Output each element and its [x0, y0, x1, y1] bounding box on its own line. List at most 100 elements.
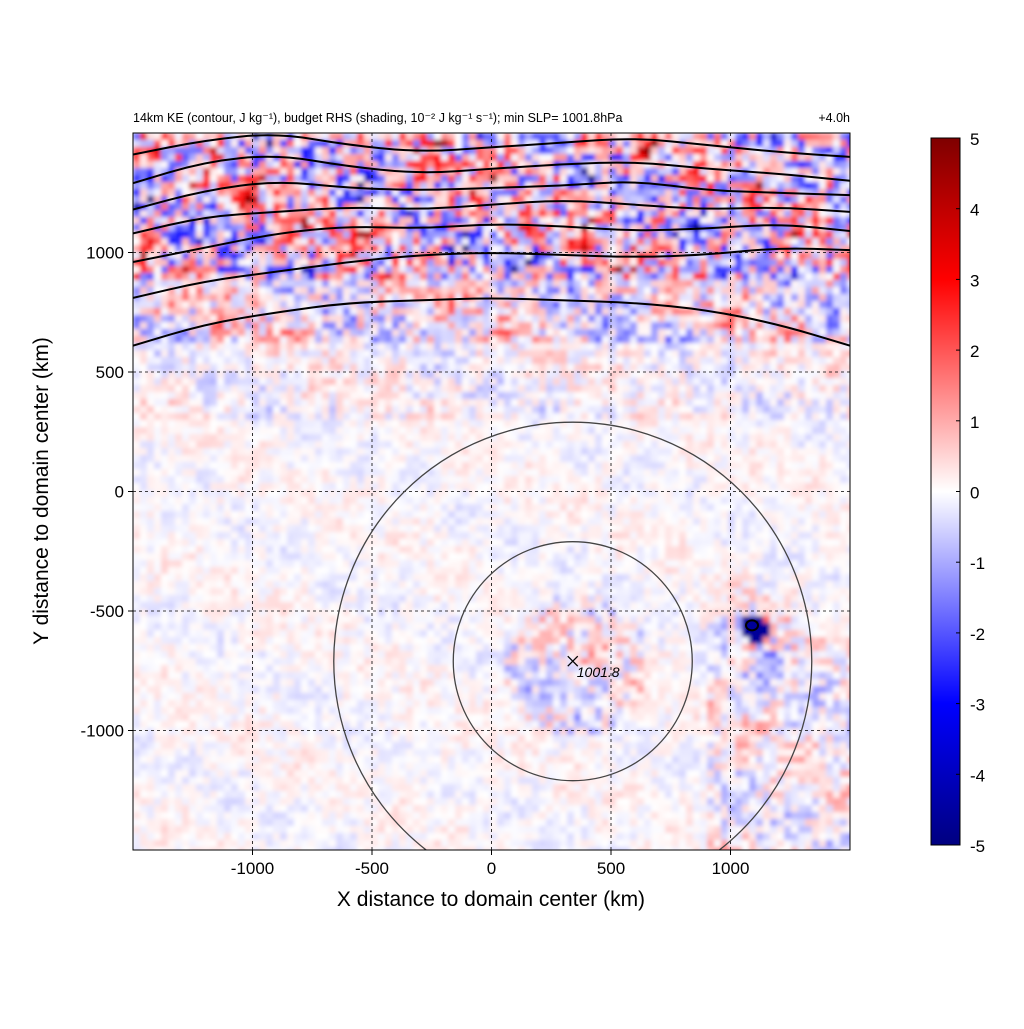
shading-cell: [546, 343, 554, 351]
shading-cell: [728, 301, 736, 309]
shading-cell: [560, 217, 568, 225]
shading-cell: [133, 147, 141, 155]
shading-cell: [294, 280, 302, 288]
shading-cell: [574, 266, 582, 274]
shading-cell: [217, 210, 225, 218]
shading-cell: [406, 392, 414, 400]
shading-cell: [322, 343, 330, 351]
shading-cell: [287, 441, 295, 449]
shading-cell: [812, 210, 820, 218]
shading-cell: [371, 357, 379, 365]
shading-cell: [406, 280, 414, 288]
shading-cell: [686, 385, 694, 393]
shading-cell: [448, 161, 456, 169]
shading-cell: [539, 308, 547, 316]
shading-cell: [791, 329, 799, 337]
shading-cell: [707, 392, 715, 400]
shading-cell: [350, 217, 358, 225]
shading-cell: [553, 294, 561, 302]
shading-cell: [511, 259, 519, 267]
shading-cell: [763, 266, 771, 274]
shading-cell: [483, 343, 491, 351]
shading-cell: [273, 273, 281, 281]
shading-cell: [385, 287, 393, 295]
shading-cell: [399, 287, 407, 295]
shading-cell: [490, 287, 498, 295]
shading-cell: [462, 147, 470, 155]
shading-cell: [511, 273, 519, 281]
shading-cell: [252, 385, 260, 393]
shading-cell: [700, 357, 708, 365]
shading-cell: [532, 315, 540, 323]
shading-cell: [574, 287, 582, 295]
shading-cell: [749, 350, 757, 358]
shading-cell: [728, 343, 736, 351]
shading-cell: [154, 336, 162, 344]
shading-cell: [476, 175, 484, 183]
shading-cell: [686, 315, 694, 323]
shading-cell: [616, 357, 624, 365]
shading-cell: [147, 140, 155, 148]
shading-cell: [616, 378, 624, 386]
shading-cell: [679, 364, 687, 372]
shading-cell: [728, 133, 736, 141]
shading-cell: [504, 217, 512, 225]
shading-cell: [217, 301, 225, 309]
shading-cell: [245, 280, 253, 288]
shading-cell: [595, 427, 603, 435]
shading-cell: [819, 196, 827, 204]
shading-cell: [609, 329, 617, 337]
shading-cell: [609, 182, 617, 190]
shading-cell: [770, 301, 778, 309]
shading-cell: [546, 441, 554, 449]
shading-cell: [840, 448, 848, 456]
shading-cell: [798, 385, 806, 393]
shading-cell: [735, 231, 743, 239]
shading-cell: [672, 462, 680, 470]
shading-cell: [742, 266, 750, 274]
shading-cell: [203, 203, 211, 211]
shading-cell: [728, 462, 736, 470]
shading-cell: [770, 252, 778, 260]
shading-cell: [728, 245, 736, 253]
shading-cell: [616, 420, 624, 428]
shading-cell: [714, 280, 722, 288]
shading-cell: [728, 385, 736, 393]
shading-cell: [273, 294, 281, 302]
shading-cell: [343, 301, 351, 309]
shading-cell: [623, 392, 631, 400]
shading-cell: [644, 140, 652, 148]
shading-cell: [420, 245, 428, 253]
shading-cell: [721, 252, 729, 260]
shading-cell: [616, 371, 624, 379]
shading-cell: [224, 427, 232, 435]
shading-cell: [840, 224, 848, 232]
shading-cell: [308, 329, 316, 337]
shading-cell: [294, 245, 302, 253]
shading-cell: [700, 413, 708, 421]
shading-cell: [322, 336, 330, 344]
shading-cell: [504, 448, 512, 456]
shading-cell: [826, 420, 834, 428]
shading-cell: [588, 280, 596, 288]
shading-cell: [217, 252, 225, 260]
shading-cell: [392, 196, 400, 204]
shading-cell: [665, 441, 673, 449]
shading-cell: [378, 189, 386, 197]
shading-cell: [154, 392, 162, 400]
shading-cell: [497, 448, 505, 456]
shading-cell: [595, 378, 603, 386]
shading-cell: [399, 357, 407, 365]
shading-cell: [175, 392, 183, 400]
shading-cell: [742, 308, 750, 316]
shading-cell: [826, 322, 834, 330]
shading-cell: [511, 462, 519, 470]
shading-cell: [182, 203, 190, 211]
shading-cell: [406, 385, 414, 393]
shading-cell: [147, 350, 155, 358]
shading-cell: [469, 308, 477, 316]
shading-cell: [833, 343, 841, 351]
shading-cell: [728, 336, 736, 344]
shading-cell: [224, 154, 232, 162]
shading-cell: [469, 420, 477, 428]
